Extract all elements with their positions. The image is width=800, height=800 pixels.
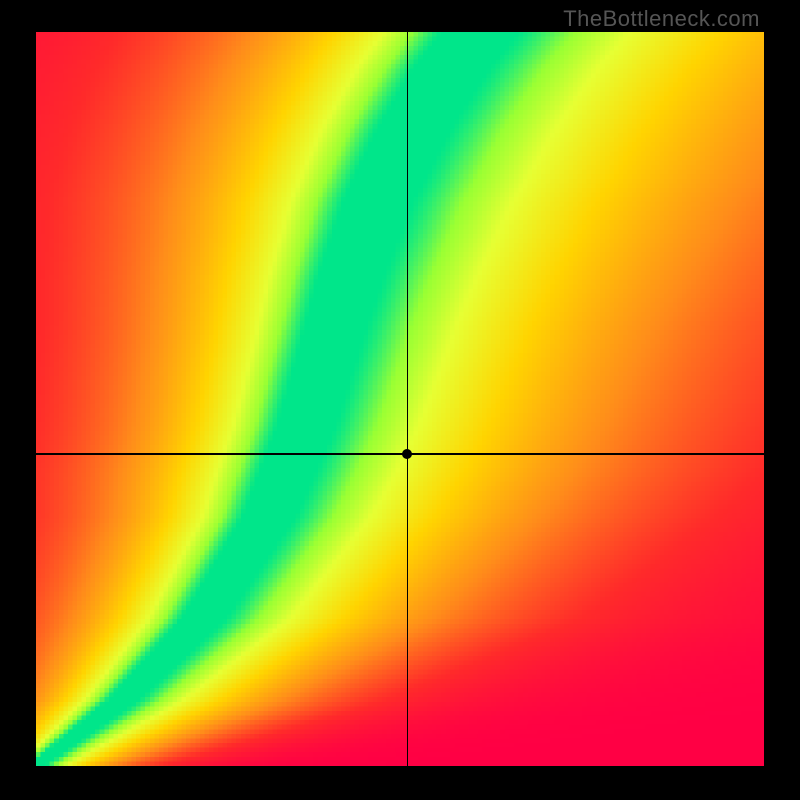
crosshair-dot — [402, 449, 412, 459]
crosshair-vertical-line — [407, 32, 409, 766]
chart-frame: TheBottleneck.com — [0, 0, 800, 800]
watermark-text: TheBottleneck.com — [563, 6, 760, 32]
crosshair-horizontal-line — [36, 453, 764, 455]
plot-area — [36, 32, 764, 766]
bottleneck-heatmap — [36, 32, 764, 766]
